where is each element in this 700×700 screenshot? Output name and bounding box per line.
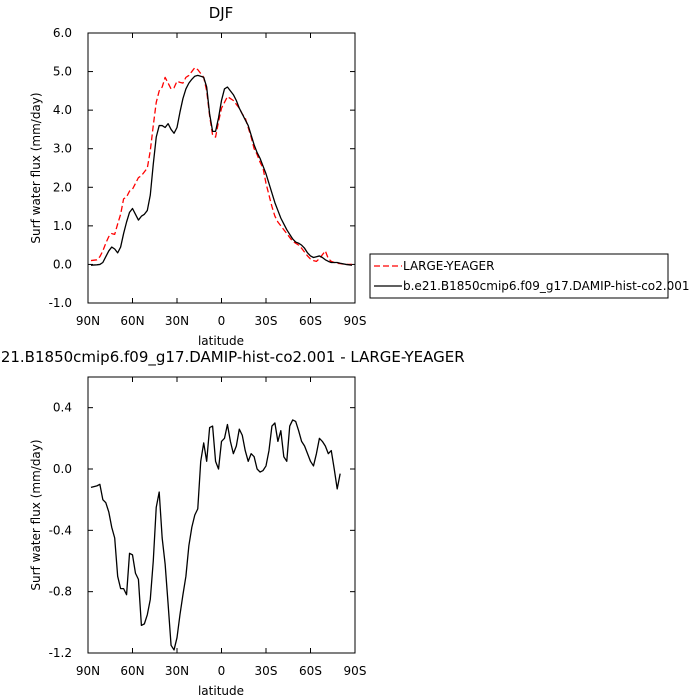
y-tick-label: 3.0 [53,142,72,156]
legend-label-large-yeager: LARGE-YEAGER [403,259,494,273]
legend: LARGE-YEAGER b.e21.B1850cmip6.f09_g17.DA… [369,253,690,299]
y-tick-label: 1.0 [53,219,72,233]
y-tick-label: 2.0 [53,180,72,194]
series-line-large-yeager [90,67,353,266]
x-tick-label: 30N [165,314,189,328]
x-tick-label: 60N [120,664,144,678]
bottom-plot-frame [87,376,356,654]
y-tick-label: 6.0 [53,26,72,40]
y-tick-label: -0.8 [49,585,72,599]
bottom-x-tick-labels: 90N 60N 30N 0 30S 60S 90S [76,664,367,678]
legend-label-damip: b.e21.B1850cmip6.f09_g17.DAMIP-hist-co2.… [403,279,690,293]
top-y-axis-title: Surf water flux (mm/day) [29,92,43,243]
series-line-b-e21-b1850cmip6-f09-g17-damip-hist-co2-001 [90,74,353,266]
x-tick-label: 60S [299,314,322,328]
y-tick-label: 0.4 [53,401,72,415]
x-tick-label: 60S [299,664,322,678]
top-series-lines [90,67,353,266]
bottom-y-tick-labels: -1.2 -0.8 -0.4 0.0 0.4 [49,401,72,660]
top-x-tick-labels: 90N 60N 30N 0 30S 60S 90S [76,314,367,328]
bottom-y-axis-title: Surf water flux (mm/day) [29,439,43,590]
top-chart-title: DJF [209,4,234,22]
x-tick-label: 90S [344,664,367,678]
y-tick-label: 0.0 [53,257,72,271]
bottom-x-axis-title: latitude [198,684,244,698]
x-tick-label: 30S [255,314,278,328]
x-tick-label: 30S [255,664,278,678]
bottom-series-lines [90,419,341,651]
y-tick-label: -1.2 [49,646,72,660]
y-tick-label: 4.0 [53,103,72,117]
x-tick-label: 60N [120,314,144,328]
top-y-tick-labels: -1.0 0.0 1.0 2.0 3.0 4.0 5.0 6.0 [49,26,72,310]
legend-box [369,253,669,299]
top-chart-panel: DJF -1.0 0.0 1.0 2.0 3.0 4.0 5.0 6.0 90N 60N 30N 0… [29,4,366,348]
x-tick-label: 0 [218,664,226,678]
x-tick-label: 90N [76,314,100,328]
x-tick-label: 90N [76,664,100,678]
bottom-chart-title: b.e21.B1850cmip6.f09_g17.DAMIP-hist-co2.… [0,348,465,367]
bottom-chart-panel: b.e21.B1850cmip6.f09_g17.DAMIP-hist-co2.… [0,348,465,698]
x-tick-label: 90S [344,314,367,328]
top-x-axis-title: latitude [198,334,244,348]
difference-series-line [90,419,341,651]
x-tick-label: 0 [218,314,226,328]
top-plot-frame [87,32,356,304]
y-tick-label: 5.0 [53,65,72,79]
x-tick-label: 30N [165,664,189,678]
bottom-chart-ticks [87,377,356,654]
top-chart-ticks [87,32,356,304]
y-tick-label: 0.0 [53,462,72,476]
y-tick-label: -0.4 [49,523,72,537]
y-tick-label: -1.0 [49,296,72,310]
